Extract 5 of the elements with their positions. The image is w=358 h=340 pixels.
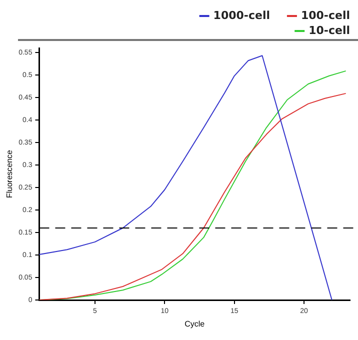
legend-label: 1000-cell [213, 8, 270, 22]
legend-label: 10-cell [308, 24, 350, 37]
legend-label: 100-cell [300, 8, 350, 22]
x-axis-title: Cycle [184, 319, 206, 328]
y-axis-title: Fluorescence [5, 149, 14, 198]
